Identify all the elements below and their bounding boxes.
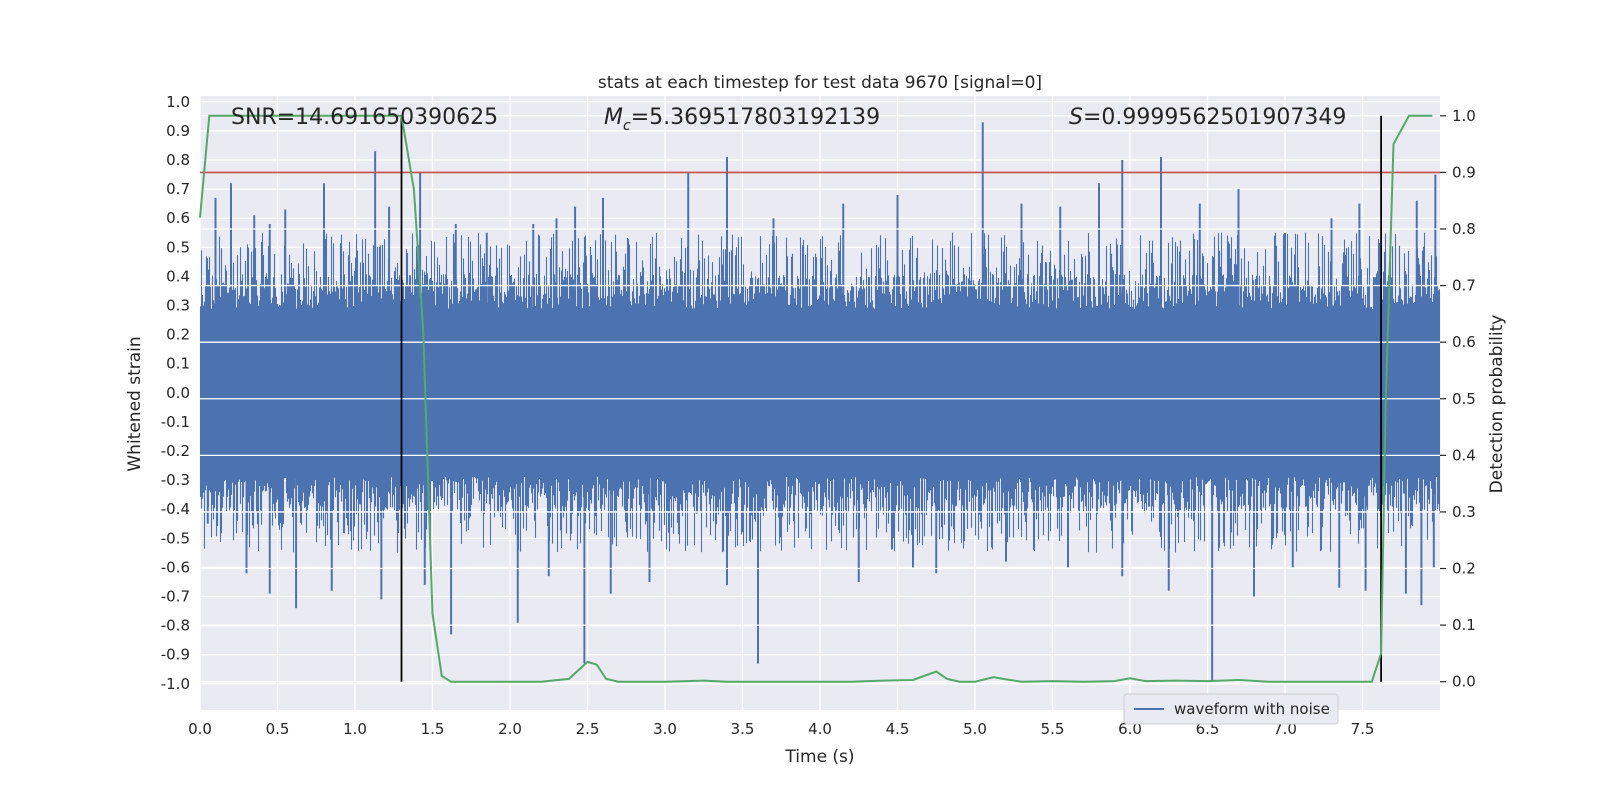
y-right-tick-label: 0.2 <box>1452 560 1476 578</box>
y-right-tick-label: 0.3 <box>1452 503 1476 521</box>
y-left-tick-label: -0.6 <box>161 558 190 576</box>
x-tick-label: 7.5 <box>1351 720 1375 738</box>
waveform-series <box>199 122 1441 681</box>
snr-annotation: SNR=14.691650390625 <box>231 105 498 130</box>
y-left-tick-label: -0.8 <box>161 617 190 635</box>
y-left-tick-label: -0.4 <box>161 500 190 518</box>
y-left-tick-label: -0.5 <box>161 529 190 547</box>
y-left-tick-label: -0.9 <box>161 646 190 664</box>
overlay <box>199 114 1440 683</box>
x-tick-label: 2.0 <box>498 720 522 738</box>
x-tick-label: 1.5 <box>421 720 445 738</box>
x-tick-label: 1.0 <box>343 720 367 738</box>
legend-box <box>1123 693 1339 725</box>
chart-title: stats at each timestep for test data 967… <box>598 73 1042 93</box>
y-left-tick-label: -0.1 <box>161 413 190 431</box>
detection-probability-line <box>199 114 1433 683</box>
score-value: =0.9999562501907349 <box>1083 105 1346 130</box>
y-left-tick-label: -0.3 <box>161 471 190 489</box>
legend-label: waveform with noise <box>1174 700 1330 718</box>
y-left-tick-label: 0.7 <box>166 180 190 198</box>
score-symbol: S <box>1069 105 1083 130</box>
x-axis-label: Time (s) <box>784 747 854 767</box>
y-left-tick-label: -1.0 <box>161 675 190 693</box>
y-right-tick-label: 0.7 <box>1452 277 1476 295</box>
chirp-mass-symbol: M <box>604 105 623 130</box>
chirp-mass-value: =5.369517803192139 <box>631 105 880 130</box>
y-right-tick-label: 0.6 <box>1452 333 1476 351</box>
score-annotation: S=0.9999562501907349 <box>1069 105 1346 130</box>
y-right-tick-label: 0.4 <box>1452 446 1476 464</box>
x-tick-label: 2.5 <box>576 720 600 738</box>
y-left-tick-label: 0.6 <box>166 209 190 227</box>
y-left-tick-label: 0.8 <box>166 151 190 169</box>
y-axis-label-left: Whitened strain <box>125 336 145 471</box>
y-left-tick-label: 1.0 <box>166 93 190 111</box>
y-right-tick-label: 0.8 <box>1452 220 1476 238</box>
chirp-mass-annotation: Mc=5.369517803192139 <box>604 105 880 134</box>
y-left-tick-label: 0.5 <box>166 238 190 256</box>
legend: waveform with noise <box>1123 693 1339 725</box>
y-left-tick-label: -0.7 <box>161 588 190 606</box>
x-tick-label: 3.0 <box>653 720 677 738</box>
y-left-tick-label: 0.2 <box>166 326 190 344</box>
y-right-tick-label: 0.5 <box>1452 390 1476 408</box>
y-left-tick-label: 0.9 <box>166 122 190 140</box>
x-tick-label: 5.0 <box>963 720 987 738</box>
y-left-tick-label: 0.4 <box>166 267 190 285</box>
x-tick-label: 0.0 <box>188 720 212 738</box>
y-left-tick-label: 0.3 <box>166 297 190 315</box>
x-tick-label: 4.0 <box>808 720 832 738</box>
y-right-tick-label: 0.0 <box>1452 673 1476 691</box>
y-left-tick-label: -0.2 <box>161 442 190 460</box>
x-tick-label: 5.5 <box>1041 720 1065 738</box>
waveform-core-fill <box>200 357 1440 428</box>
ticks: 0.0 0.5 1.0 1.5 2.0 2.5 3.0 3.5 4.0 4.5 5.0 5.5 6.0 6… <box>161 93 1476 738</box>
x-tick-label: 3.5 <box>731 720 755 738</box>
x-tick-label: 0.5 <box>266 720 290 738</box>
y-axis-label-right: Detection probability <box>1487 315 1507 494</box>
y-left-tick-label: 0.0 <box>166 384 190 402</box>
chirp-mass-subscript: c <box>623 118 631 134</box>
y-right-tick-label: 0.9 <box>1452 163 1476 181</box>
y-right-tick-label: 1.0 <box>1452 107 1476 125</box>
x-tick-label: 4.5 <box>886 720 910 738</box>
y-right-tick-label: 0.1 <box>1452 616 1476 634</box>
y-left-tick-label: 0.1 <box>166 355 190 373</box>
